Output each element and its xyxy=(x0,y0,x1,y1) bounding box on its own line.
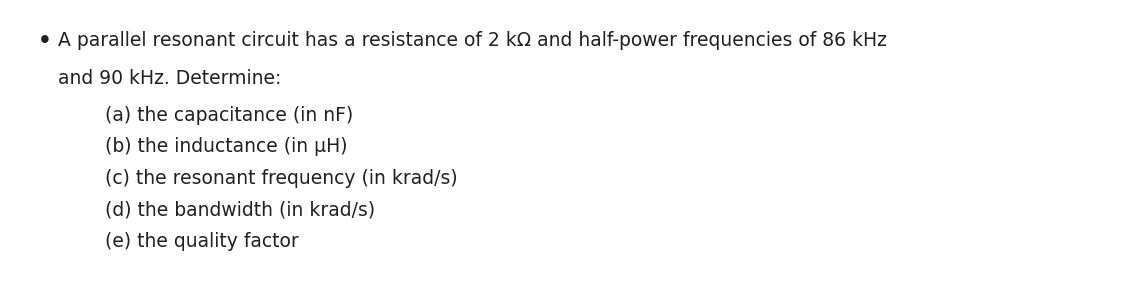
Text: (d) the bandwidth (in krad/s): (d) the bandwidth (in krad/s) xyxy=(105,200,375,219)
Text: A parallel resonant circuit has a resistance of 2 kΩ and half-power frequencies : A parallel resonant circuit has a resist… xyxy=(58,31,887,50)
Text: and 90 kHz. Determine:: and 90 kHz. Determine: xyxy=(58,69,282,88)
Text: •: • xyxy=(38,31,52,51)
Text: (a) the capacitance (in nF): (a) the capacitance (in nF) xyxy=(105,106,353,125)
Text: (b) the inductance (in μH): (b) the inductance (in μH) xyxy=(105,138,347,157)
Text: (e) the quality factor: (e) the quality factor xyxy=(105,232,299,251)
Text: (c) the resonant frequency (in krad/s): (c) the resonant frequency (in krad/s) xyxy=(105,169,458,188)
